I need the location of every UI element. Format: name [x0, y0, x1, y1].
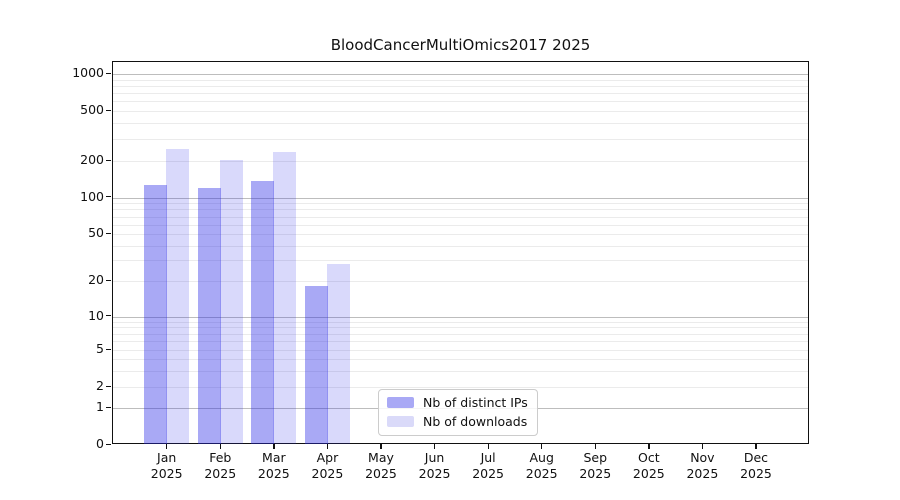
y-tick-label-20: 20 [88, 272, 104, 287]
y-tick-mark-2 [106, 385, 111, 387]
y-tick-mark-1000 [106, 72, 111, 75]
bar-mar-downloads [273, 151, 297, 444]
bar-jan-downloads [166, 149, 190, 444]
x-tick-mark-jan [166, 444, 168, 449]
y-tick-mark-50 [106, 232, 111, 235]
gridline-minor-700 [113, 93, 808, 95]
gridline-minor-400 [113, 123, 808, 125]
bar-feb-downloads [219, 159, 243, 444]
gridline-minor-800 [113, 86, 808, 88]
y-tick-mark-10 [106, 315, 111, 317]
y-tick-mark-100 [106, 196, 111, 198]
gridline-minor-6 [113, 341, 808, 343]
x-tick-mark-nov [701, 444, 704, 449]
x-tick-label-jun: Jun 2025 [418, 450, 451, 481]
y-tick-mark-5 [106, 348, 111, 350]
x-tick-mark-jun [434, 444, 436, 449]
gridline-minor-200 [113, 161, 808, 162]
y-tick-mark-20 [106, 279, 111, 281]
legend-swatch-downloads-icon [387, 416, 414, 427]
gridline-minor-7 [113, 333, 808, 335]
gridline-major-10 [113, 316, 808, 318]
y-tick-mark-1 [106, 406, 111, 409]
gridline-minor-3 [113, 370, 808, 372]
y-tick-mark-200 [106, 159, 111, 161]
y-tick-label-500: 500 [80, 102, 104, 117]
x-tick-mark-may [380, 444, 382, 449]
gridline-minor-300 [113, 138, 808, 140]
chart-title: BloodCancerMultiOmics2017 2025 [330, 36, 591, 54]
x-tick-label-may: May 2025 [365, 450, 397, 481]
plot-area [112, 61, 809, 444]
x-tick-label-feb: Feb 2025 [204, 450, 237, 481]
x-tick-label-dec: Dec 2025 [740, 450, 772, 481]
x-tick-mark-aug [541, 444, 543, 449]
legend-item-downloads: Nb of downloads [387, 414, 528, 429]
gridline-minor-80 [113, 209, 808, 211]
gridline-minor-5 [113, 350, 808, 351]
gridline-minor-500 [113, 111, 808, 112]
y-tick-mark-0 [106, 443, 111, 445]
x-tick-label-nov: Nov 2025 [686, 450, 719, 481]
gridline-major-1000 [113, 74, 808, 76]
x-tick-mark-feb [219, 444, 222, 449]
legend-item-distinct-ips: Nb of distinct IPs [387, 395, 528, 410]
x-tick-mark-sep [594, 444, 597, 449]
y-tick-label-200: 200 [80, 152, 104, 167]
x-tick-label-oct: Oct 2025 [632, 450, 665, 481]
x-tick-label-jan: Jan 2025 [150, 450, 183, 481]
y-tick-label-1000: 1000 [72, 65, 104, 81]
gridline-minor-900 [113, 79, 808, 81]
legend-label-downloads: Nb of downloads [423, 414, 528, 429]
gridline-minor-70 [113, 216, 808, 218]
x-tick-mark-mar [273, 444, 275, 449]
legend-swatch-distinct-ips-icon [387, 397, 414, 408]
y-tick-mark-500 [106, 109, 111, 111]
gridline-minor-30 [113, 260, 808, 262]
bar-mar-distinct-ips [251, 181, 275, 444]
bar-apr-distinct-ips [304, 286, 328, 444]
bar-apr-downloads [326, 263, 350, 444]
x-tick-label-aug: Aug 2025 [525, 450, 558, 481]
gridline-minor-20 [113, 281, 808, 282]
gridline-major-100 [113, 197, 808, 199]
gridline-minor-90 [113, 203, 808, 205]
gridline-minor-600 [113, 101, 808, 103]
x-tick-mark-oct [648, 444, 650, 449]
y-tick-label-2: 2 [96, 378, 104, 393]
x-tick-mark-jul [487, 444, 489, 449]
gridline-minor-60 [113, 224, 808, 226]
gridline-minor-40 [113, 245, 808, 247]
gridline-minor-4 [113, 359, 808, 360]
y-tick-label-100: 100 [80, 188, 104, 204]
gridline-minor-9 [113, 321, 808, 323]
bar-jan-distinct-ips [144, 185, 168, 444]
bar-feb-distinct-ips [197, 187, 221, 444]
gridline-minor-8 [113, 327, 808, 329]
x-tick-label-jul: Jul 2025 [472, 450, 505, 481]
legend: Nb of distinct IPs Nb of downloads [378, 389, 538, 436]
x-tick-mark-apr [326, 444, 329, 449]
x-tick-label-apr: Apr 2025 [311, 450, 344, 481]
y-tick-label-10: 10 [88, 307, 104, 323]
legend-label-distinct-ips: Nb of distinct IPs [423, 395, 528, 410]
gridline-minor-2 [113, 387, 808, 388]
y-tick-label-50: 50 [88, 225, 104, 241]
x-tick-mark-dec [755, 444, 757, 449]
y-tick-label-0: 0 [96, 436, 104, 451]
x-tick-label-mar: Mar 2025 [257, 450, 290, 481]
x-tick-label-sep: Sep 2025 [579, 450, 612, 481]
gridline-minor-50 [113, 234, 808, 236]
y-tick-label-5: 5 [96, 341, 104, 356]
y-tick-label-1: 1 [96, 399, 104, 415]
